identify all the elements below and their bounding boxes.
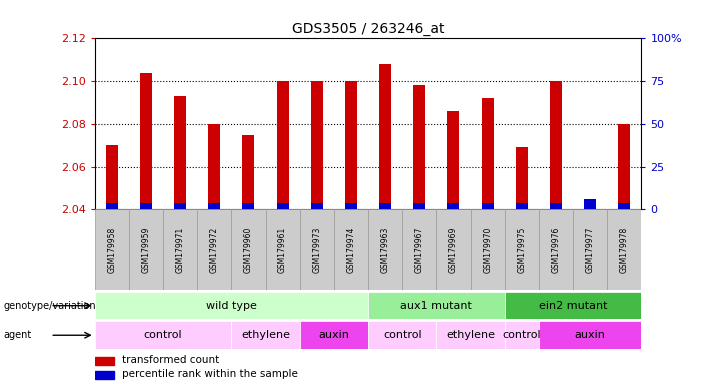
Bar	[345, 81, 357, 209]
Bar	[334, 209, 368, 290]
Text: auxin: auxin	[318, 330, 349, 340]
Text: agent: agent	[4, 330, 32, 340]
Text: control: control	[503, 330, 541, 340]
Title: GDS3505 / 263246_at: GDS3505 / 263246_at	[292, 22, 444, 36]
Text: aux1 mutant: aux1 mutant	[400, 301, 472, 311]
Bar	[208, 203, 220, 209]
Bar	[163, 209, 197, 290]
Bar	[129, 209, 163, 290]
Bar	[208, 124, 220, 209]
Text: control: control	[144, 330, 182, 340]
Text: GSM179970: GSM179970	[483, 227, 492, 273]
Text: GSM179973: GSM179973	[312, 227, 321, 273]
Text: genotype/variation: genotype/variation	[4, 301, 96, 311]
Text: GSM179972: GSM179972	[210, 227, 219, 273]
Text: percentile rank within the sample: percentile rank within the sample	[122, 369, 298, 379]
Bar	[95, 209, 129, 290]
Bar	[505, 292, 641, 319]
Bar	[311, 81, 322, 209]
Bar	[368, 209, 402, 290]
Bar	[482, 98, 494, 209]
Bar	[106, 203, 118, 209]
Text: GSM179960: GSM179960	[244, 227, 253, 273]
Bar	[368, 292, 505, 319]
Text: GSM179961: GSM179961	[278, 227, 287, 273]
Bar	[402, 209, 436, 290]
Text: GSM179978: GSM179978	[620, 227, 629, 273]
Bar	[95, 357, 114, 365]
Text: GSM179971: GSM179971	[175, 227, 184, 273]
Text: GSM179969: GSM179969	[449, 227, 458, 273]
Bar	[243, 203, 254, 209]
Bar	[482, 203, 494, 209]
Bar	[106, 145, 118, 209]
Bar	[140, 73, 152, 209]
Bar	[266, 209, 300, 290]
Text: wild type: wild type	[206, 301, 257, 311]
Text: GSM179974: GSM179974	[346, 227, 355, 273]
Text: GSM179967: GSM179967	[415, 227, 424, 273]
Bar	[539, 209, 573, 290]
Text: control: control	[383, 330, 421, 340]
Text: GSM179976: GSM179976	[552, 227, 561, 273]
Text: GSM179977: GSM179977	[585, 227, 594, 273]
Bar	[516, 203, 528, 209]
Bar	[379, 64, 391, 209]
Bar	[436, 209, 470, 290]
Bar	[197, 209, 231, 290]
Bar	[345, 203, 357, 209]
Bar	[505, 321, 539, 349]
Bar	[436, 321, 505, 349]
Text: GSM179958: GSM179958	[107, 227, 116, 273]
Bar	[379, 203, 391, 209]
Text: ein2 mutant: ein2 mutant	[539, 301, 607, 311]
Text: GSM179963: GSM179963	[381, 227, 390, 273]
Text: ethylene: ethylene	[241, 330, 290, 340]
Bar	[470, 209, 505, 290]
Bar	[573, 209, 607, 290]
Bar	[618, 124, 630, 209]
Bar	[174, 203, 186, 209]
Bar	[618, 203, 630, 209]
Bar	[300, 321, 368, 349]
Bar	[607, 209, 641, 290]
Bar	[174, 96, 186, 209]
Bar	[550, 81, 562, 209]
Bar	[516, 147, 528, 209]
Bar	[140, 203, 152, 209]
Bar	[231, 209, 266, 290]
Text: ethylene: ethylene	[446, 330, 495, 340]
Bar	[231, 321, 300, 349]
Bar	[584, 199, 596, 209]
Bar	[95, 321, 231, 349]
Text: auxin: auxin	[575, 330, 606, 340]
Text: GSM179959: GSM179959	[142, 227, 151, 273]
Bar	[277, 81, 289, 209]
Bar	[311, 203, 322, 209]
Bar	[95, 292, 368, 319]
Bar	[368, 321, 436, 349]
Bar	[277, 203, 289, 209]
Bar	[539, 321, 641, 349]
Bar	[300, 209, 334, 290]
Text: transformed count: transformed count	[122, 355, 219, 365]
Bar	[550, 203, 562, 209]
Bar	[447, 111, 459, 209]
Bar	[243, 134, 254, 209]
Bar	[414, 203, 426, 209]
Bar	[505, 209, 539, 290]
Bar	[95, 371, 114, 379]
Bar	[584, 201, 596, 209]
Bar	[414, 85, 426, 209]
Text: GSM179975: GSM179975	[517, 227, 526, 273]
Bar	[447, 203, 459, 209]
